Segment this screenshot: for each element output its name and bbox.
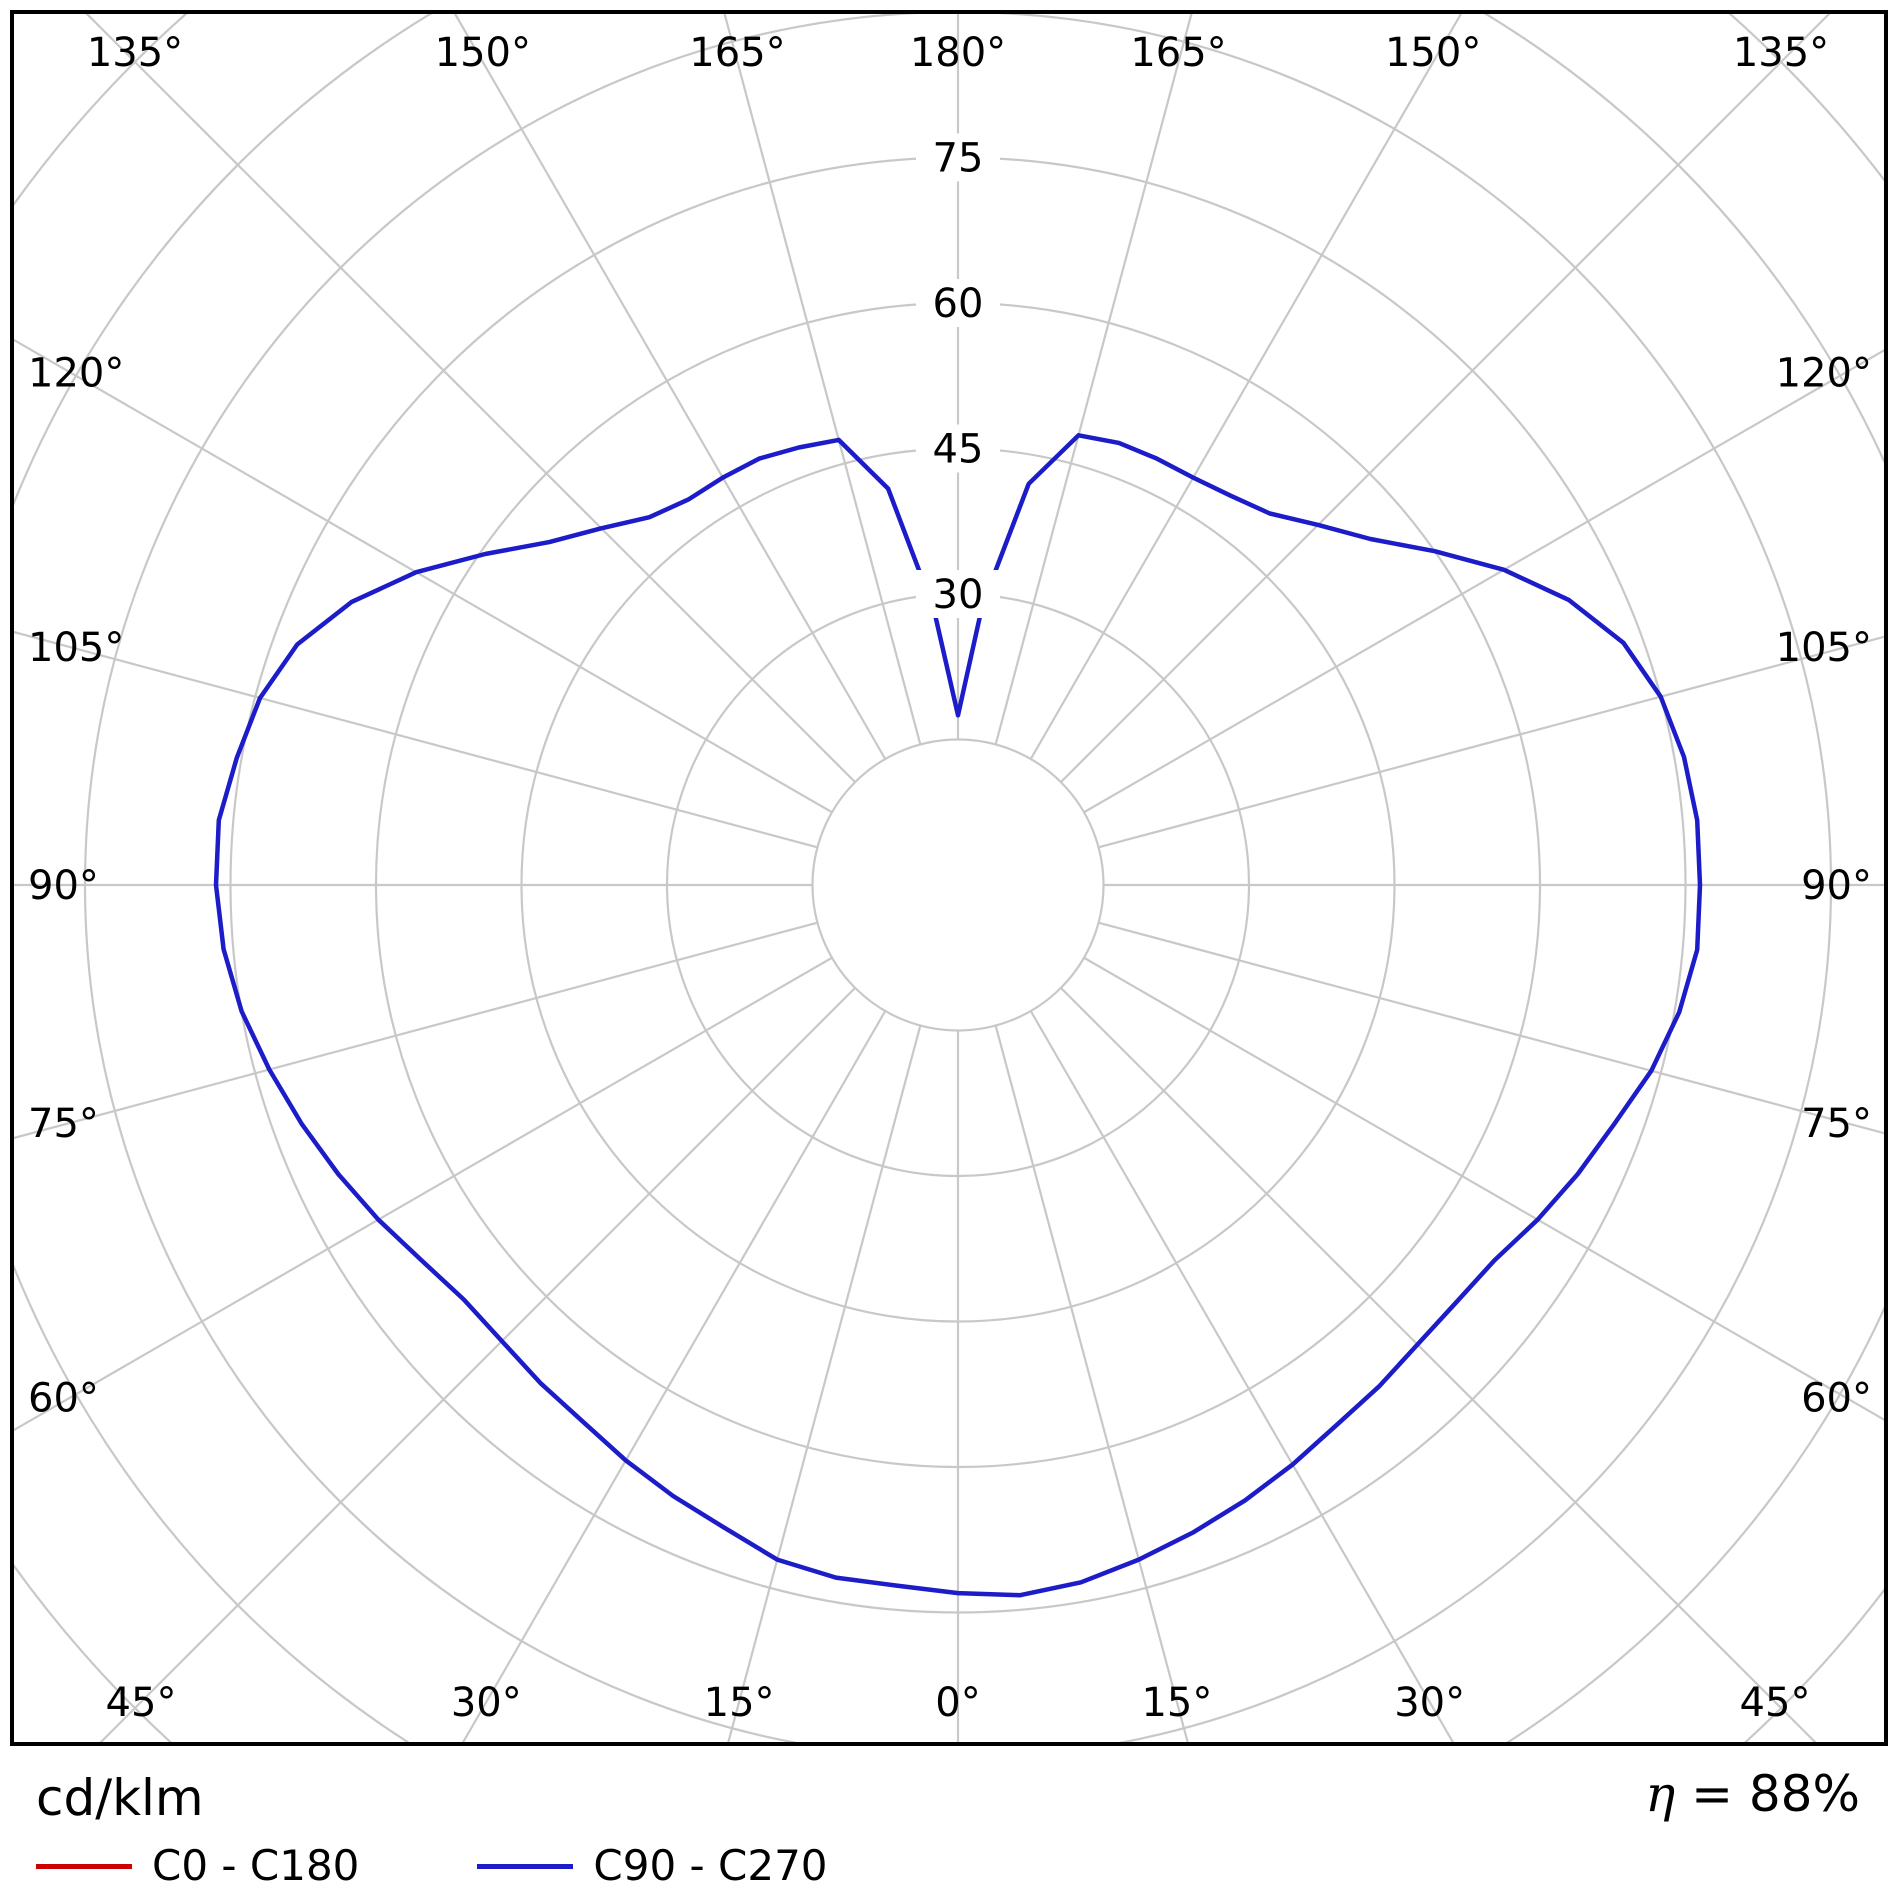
angle-label: 135° (1733, 30, 1829, 76)
angle-gridline (1060, 14, 1831, 783)
angle-gridline (1083, 349, 1884, 814)
angle-gridline (994, 14, 1193, 745)
plot-border (10, 10, 1888, 1746)
efficiency-label: η = 88% (1645, 1766, 1860, 1822)
angle-gridline (85, 14, 856, 783)
angle-label: 120° (28, 350, 124, 396)
angle-label: 45° (106, 1680, 177, 1726)
angle-label: 135° (87, 30, 183, 76)
radial-tick-label: 30 (933, 572, 984, 618)
angle-gridline (1029, 14, 1463, 760)
angle-label: 165° (689, 30, 785, 76)
angle-gridline (1029, 1010, 1455, 1742)
legend-swatch-c0-c180 (36, 1863, 132, 1869)
units-label: cd/klm (36, 1769, 204, 1827)
angle-gridline (723, 14, 922, 745)
angle-gridline (1060, 987, 1817, 1742)
radial-gridline (14, 14, 1884, 1742)
angle-label: 90° (28, 863, 99, 909)
angle-gridline (99, 987, 856, 1742)
radial-gridline (811, 738, 1105, 1032)
angle-label: 105° (1776, 625, 1872, 671)
angle-gridline (453, 14, 887, 760)
polar-intensity-chart: 30 45 60 75 0° 15° 15° 30° 30° 45° 45° 60° 60° 75° 75°… (10, 10, 1888, 1746)
angle-label: 120° (1776, 350, 1872, 396)
angle-gridline (14, 338, 833, 814)
tick-label-mask (916, 570, 1000, 618)
angle-gridline (994, 1025, 1189, 1742)
radial-tick-label: 75 (933, 136, 984, 182)
radial-tick-labels: 30 45 60 75 (916, 133, 1000, 618)
angle-gridline (14, 956, 833, 1432)
tick-label-mask (916, 279, 1000, 327)
angle-label: 60° (28, 1376, 99, 1422)
angle-gridline (1098, 921, 1884, 1135)
angle-label: 45° (1740, 1680, 1811, 1726)
angle-label: 15° (704, 1680, 775, 1726)
angle-gridline (1083, 956, 1884, 1421)
radial-gridline (14, 14, 1884, 1742)
angle-label: 75° (28, 1101, 99, 1147)
angle-label: 60° (1801, 1376, 1872, 1422)
eta-symbol: η (1645, 1765, 1676, 1823)
angle-gridline (14, 921, 818, 1140)
angle-label: 15° (1141, 1680, 1212, 1726)
angle-label: 165° (1130, 30, 1226, 76)
angle-gridline (727, 1025, 922, 1742)
radial-tick-label: 45 (933, 427, 984, 473)
angle-label: 90° (1801, 863, 1872, 909)
curve-c90-c270 (213, 433, 1703, 1598)
angle-label: 180° (910, 30, 1006, 76)
radial-tick-label: 60 (933, 281, 984, 327)
angle-labels: 0° 15° 15° 30° 30° 45° 45° 60° 60° 75° 75° 90° 90° 10… (28, 30, 1872, 1726)
tick-label-mask (916, 424, 1000, 473)
angle-label: 150° (1385, 30, 1481, 76)
angle-label: 0° (935, 1680, 980, 1726)
angle-label: 30° (1394, 1680, 1465, 1726)
angle-label: 150° (435, 30, 531, 76)
angle-label: 75° (1801, 1101, 1872, 1147)
legend-swatch-c90-c270 (477, 1863, 574, 1869)
efficiency-value: = 88% (1691, 1765, 1860, 1823)
polar-grid (14, 14, 1884, 1742)
legend-label-c90-c270: C90 - C270 (593, 1841, 828, 1890)
tick-label-mask (916, 133, 1000, 182)
angle-label: 30° (451, 1680, 522, 1726)
angle-gridline (461, 1010, 887, 1742)
legend: C0 - C180 C90 - C270 (36, 1842, 828, 1890)
legend-label-c0-c180: C0 - C180 (152, 1841, 360, 1890)
angle-gridline (1098, 635, 1884, 849)
angle-label: 105° (28, 625, 124, 671)
angle-gridline (14, 630, 818, 849)
